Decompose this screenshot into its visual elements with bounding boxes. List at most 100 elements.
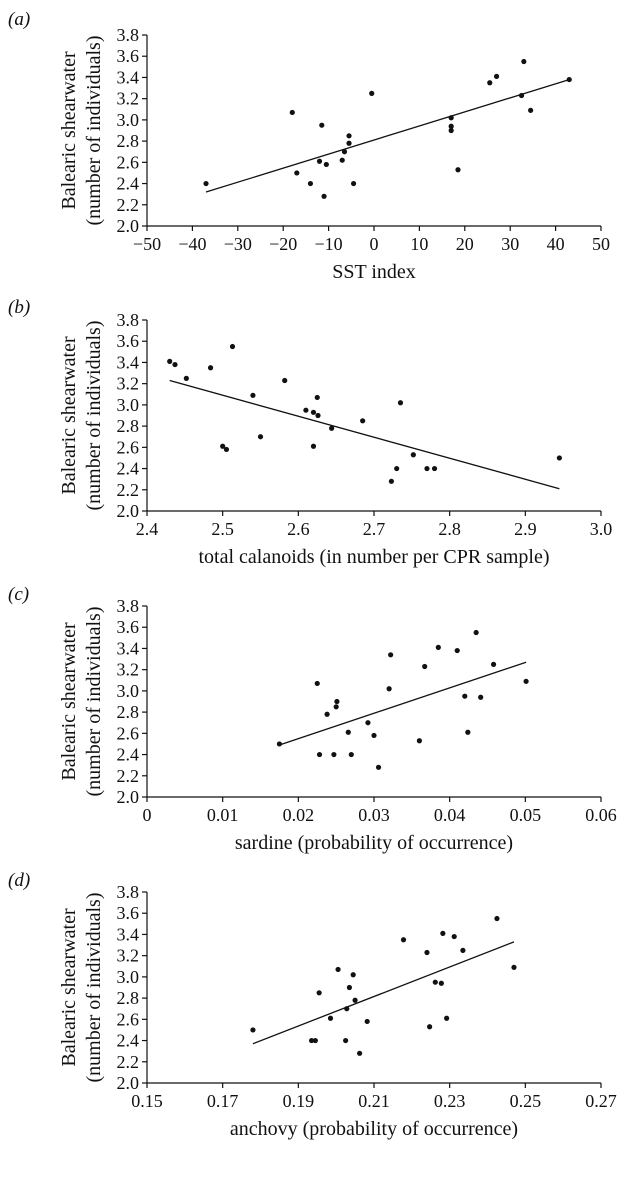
y-tick-label: 2.0 [117,1073,140,1093]
data-point [223,446,230,453]
y-tick-label: 3.2 [117,946,140,966]
y-tick-label: 2.4 [117,174,140,194]
y-tick-label: 3.8 [117,596,140,616]
data-point [528,107,534,113]
data-point [276,741,283,747]
data-point [388,478,395,484]
data-point [335,966,341,973]
data-point [375,764,382,770]
x-tick-label: 0.23 [434,1091,466,1111]
data-point [345,729,351,735]
x-tick-label: −40 [178,234,206,254]
data-point [346,133,352,139]
data-point [352,997,358,1003]
x-tick-label: 0.19 [283,1091,315,1111]
data-point [490,661,497,667]
data-point [339,157,345,163]
data-point [343,1037,349,1044]
data-point [427,1024,433,1030]
x-tick-label: 50 [592,234,610,254]
data-point [331,751,337,758]
data-point [282,377,288,384]
data-point [388,652,394,658]
data-point [229,343,236,350]
trend-line [279,661,527,746]
x-tick-label: 0.04 [434,805,466,825]
x-axis-label: anchovy (probability of occurrence) [230,1118,518,1140]
trend-line [205,78,570,193]
data-point [460,947,466,953]
data-point [444,1015,450,1021]
y-tick-label: 2.2 [117,480,140,500]
trend-line [169,379,560,490]
x-tick-label: 40 [547,234,565,254]
data-point [397,400,404,406]
data-point [314,394,320,401]
y-tick-label: 2.6 [117,723,140,743]
x-tick-label: 10 [410,234,428,254]
y-tick-label: 2.8 [117,988,140,1008]
chart-panel-2: (b) Balearic shearwater (number of individ… [8,297,612,568]
panel-label: (b) [8,297,30,318]
data-point [250,1027,256,1033]
data-point [323,161,329,168]
y-tick-label: 2.4 [117,1031,140,1051]
x-tick-label: 0.17 [207,1091,239,1111]
x-tick-label: −30 [224,234,252,254]
data-point [478,694,484,700]
x-tick-label: 0.03 [358,805,390,825]
x-tick-label: 0.02 [283,805,315,825]
panel-label: (a) [8,9,30,30]
x-tick-label: 2.9 [514,519,537,539]
y-tick-label: 3.6 [117,331,140,351]
x-tick-label: 0.15 [131,1091,163,1111]
x-tick-label: 0.05 [510,805,542,825]
y-tick-label: 3.8 [117,882,140,902]
data-point [440,930,446,936]
y-axis-label: (number of individuals) [83,893,105,1083]
data-point [448,127,454,134]
data-point [172,361,178,368]
data-point [327,1015,334,1021]
y-axis-label: Balearic shearwater [58,622,80,781]
data-point [462,693,468,699]
panel-label: (d) [8,870,30,891]
y-axis-label: (number of individuals) [83,607,105,797]
x-axis-label: sardine (probability of occurrence) [235,832,513,854]
data-point [346,984,353,991]
y-tick-label: 3.2 [117,89,140,109]
x-tick-label: −20 [269,234,297,254]
data-point [521,58,527,65]
data-point [220,443,226,449]
y-tick-label: 3.0 [117,967,140,987]
data-point [308,1037,315,1044]
data-point [410,452,416,458]
x-tick-label: 2.4 [136,519,159,539]
data-point [448,123,454,129]
data-point [432,979,438,985]
data-point [341,149,348,155]
y-tick-label: 3.8 [117,310,140,330]
data-point [348,751,354,758]
data-point [346,140,352,146]
y-tick-label: 2.6 [117,152,140,172]
data-point [422,663,428,670]
data-point [424,465,430,472]
x-tick-label: 0.27 [585,1091,617,1111]
y-tick-label: 2.8 [117,131,140,151]
data-point [350,972,356,978]
data-point [350,180,357,187]
data-point [294,170,300,176]
data-point [435,644,441,650]
data-point [518,92,525,99]
y-tick-label: 2.2 [117,766,140,786]
data-point [289,109,295,116]
data-point [455,167,461,173]
data-point [424,949,430,956]
data-point [487,80,493,86]
x-tick-label: 0 [143,805,152,825]
y-axis-label: (number of individuals) [83,36,105,226]
data-point [334,698,340,705]
data-point [386,686,392,692]
data-point [566,76,572,83]
